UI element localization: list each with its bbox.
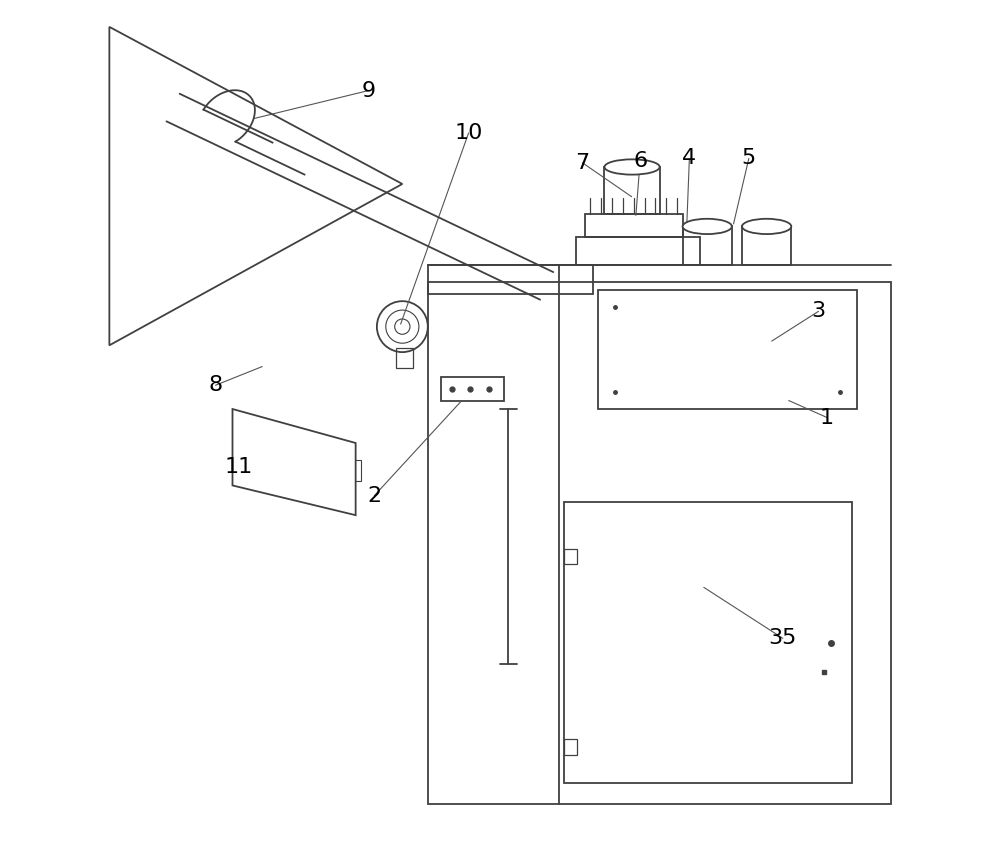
Polygon shape	[232, 409, 356, 515]
Bar	[396, 348, 413, 368]
Ellipse shape	[742, 219, 791, 234]
Bar	[683, 227, 732, 265]
Bar	[576, 238, 700, 265]
Bar	[598, 291, 857, 409]
Text: 3: 3	[811, 302, 826, 321]
Text: 9: 9	[361, 81, 375, 101]
Bar	[564, 549, 577, 564]
Bar	[742, 227, 791, 265]
Ellipse shape	[604, 159, 660, 175]
Text: 7: 7	[575, 153, 589, 173]
Text: 2: 2	[367, 486, 381, 505]
Bar	[564, 740, 577, 755]
Text: 5: 5	[742, 148, 756, 169]
Bar	[564, 503, 852, 783]
Bar	[604, 167, 660, 214]
Text: 11: 11	[224, 457, 253, 477]
Text: 8: 8	[208, 375, 223, 395]
Bar	[345, 460, 361, 481]
Text: 4: 4	[682, 148, 696, 169]
Bar	[428, 265, 593, 295]
Bar	[428, 282, 891, 804]
Bar	[441, 377, 504, 400]
Text: 35: 35	[769, 628, 797, 648]
Text: 1: 1	[820, 407, 834, 428]
Bar	[585, 214, 683, 238]
Text: 6: 6	[633, 151, 647, 171]
Text: 10: 10	[454, 123, 483, 143]
Ellipse shape	[683, 219, 732, 234]
